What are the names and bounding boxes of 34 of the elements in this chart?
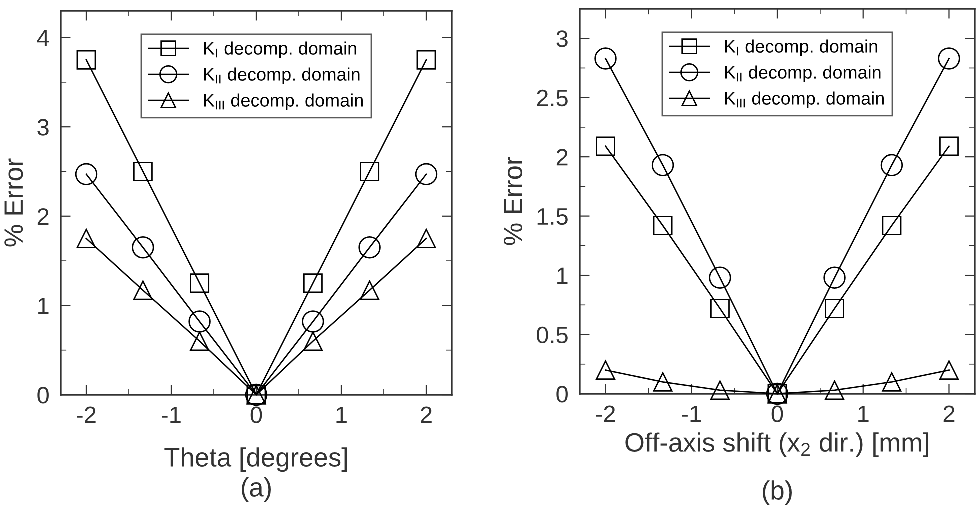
y-tick-label: 0 xyxy=(38,387,49,404)
y-tick-label: 2.5 xyxy=(537,90,568,107)
legend-label: K$_{III}$ decomp. domain xyxy=(204,94,363,111)
x-tick-label: -1 xyxy=(682,406,701,422)
legend-label: K$_{III}$ decomp. domain xyxy=(725,92,884,109)
y-tick-label: 2 xyxy=(38,208,49,225)
x-tick-label: -1 xyxy=(162,406,181,424)
x-tick-label: 2 xyxy=(944,406,955,422)
y-tick-label: 2 xyxy=(556,149,568,166)
legend-label: K$_{II}$ decomp. domain xyxy=(204,68,360,85)
text: (b) xyxy=(763,480,792,506)
x-tick-label: 0 xyxy=(250,406,262,424)
y-axis-title: % Error xyxy=(504,157,523,246)
x-tick-label: 1 xyxy=(336,406,347,424)
x-tick-label: 1 xyxy=(858,406,869,422)
x-axis-title: Theta [degrees] xyxy=(164,448,348,472)
y-tick-label: 1.5 xyxy=(538,208,568,226)
legend-label: K$_{II}$ decomp. domain xyxy=(725,66,881,83)
x-tick-label: -2 xyxy=(77,406,96,424)
x-tick-label: 2 xyxy=(421,406,432,424)
x-axis-title: Off-axis shift (x$_{2}$ dir.) [mm] xyxy=(626,432,928,458)
y-axis-title: % Error xyxy=(4,158,24,247)
y-tick-label: 1 xyxy=(558,268,568,284)
y-tick-label: 1 xyxy=(38,298,49,314)
x-tick-label: -2 xyxy=(596,406,616,422)
y-tick-label: 3 xyxy=(556,30,568,48)
y-tick-label: 0.5 xyxy=(536,326,568,344)
legend-label: K$_{I}$ decomp. domain xyxy=(725,40,878,57)
legend-label: K$_{I}$ decomp. domain xyxy=(204,42,356,59)
y-tick-label: 4 xyxy=(37,30,50,46)
y-tick-label: 0 xyxy=(556,386,568,403)
x-tick-label: 0 xyxy=(772,406,784,422)
y-tick-label: 3 xyxy=(38,119,49,136)
text: (a) xyxy=(242,478,271,502)
